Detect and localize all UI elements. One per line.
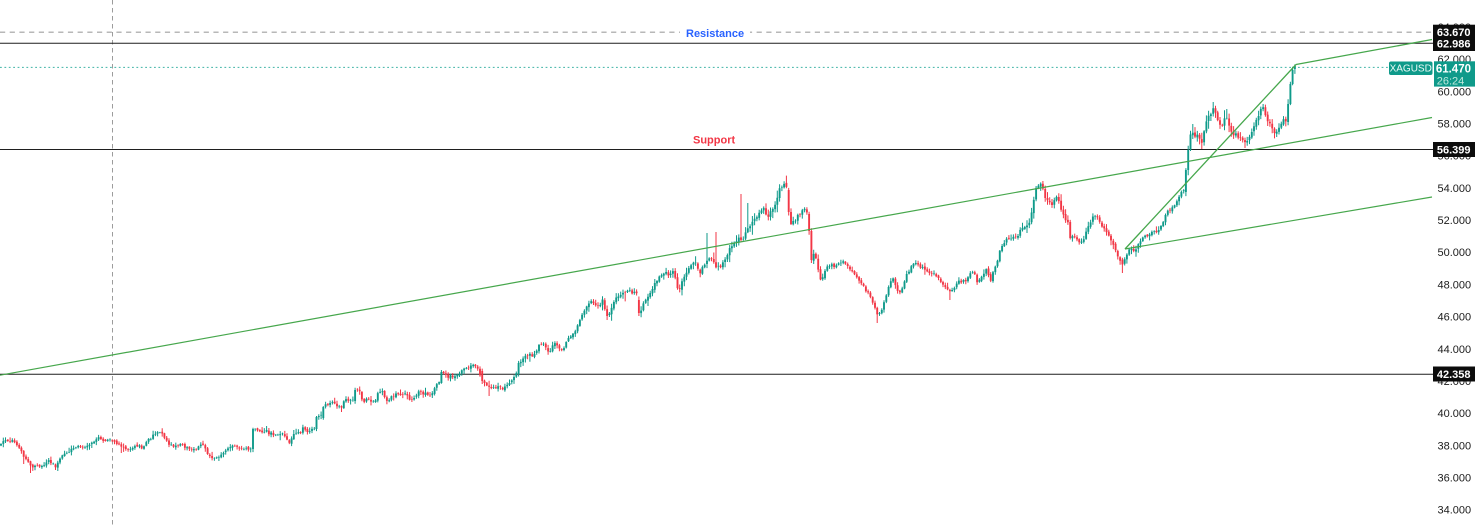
svg-text:63.670: 63.670: [1437, 27, 1471, 39]
svg-text:36.000: 36.000: [1438, 473, 1472, 485]
svg-text:60.000: 60.000: [1438, 86, 1472, 98]
svg-text:61.470: 61.470: [1436, 64, 1471, 76]
svg-text:42.358: 42.358: [1437, 369, 1471, 381]
svg-text:52.000: 52.000: [1438, 215, 1472, 227]
svg-text:54.000: 54.000: [1438, 183, 1472, 195]
svg-text:48.000: 48.000: [1438, 279, 1472, 291]
svg-text:56.399: 56.399: [1437, 145, 1471, 157]
svg-text:44.000: 44.000: [1438, 344, 1472, 356]
svg-text:Resistance: Resistance: [686, 28, 744, 40]
svg-text:62.986: 62.986: [1437, 39, 1471, 51]
svg-text:50.000: 50.000: [1438, 247, 1472, 259]
svg-text:40.000: 40.000: [1438, 408, 1472, 420]
svg-text:46.000: 46.000: [1438, 312, 1472, 324]
svg-text:26:24: 26:24: [1437, 76, 1465, 88]
svg-text:Support: Support: [693, 135, 735, 147]
svg-text:XAGUSD: XAGUSD: [1390, 64, 1432, 75]
svg-text:58.000: 58.000: [1438, 119, 1472, 131]
svg-text:38.000: 38.000: [1438, 440, 1472, 452]
svg-text:34.000: 34.000: [1438, 505, 1472, 517]
